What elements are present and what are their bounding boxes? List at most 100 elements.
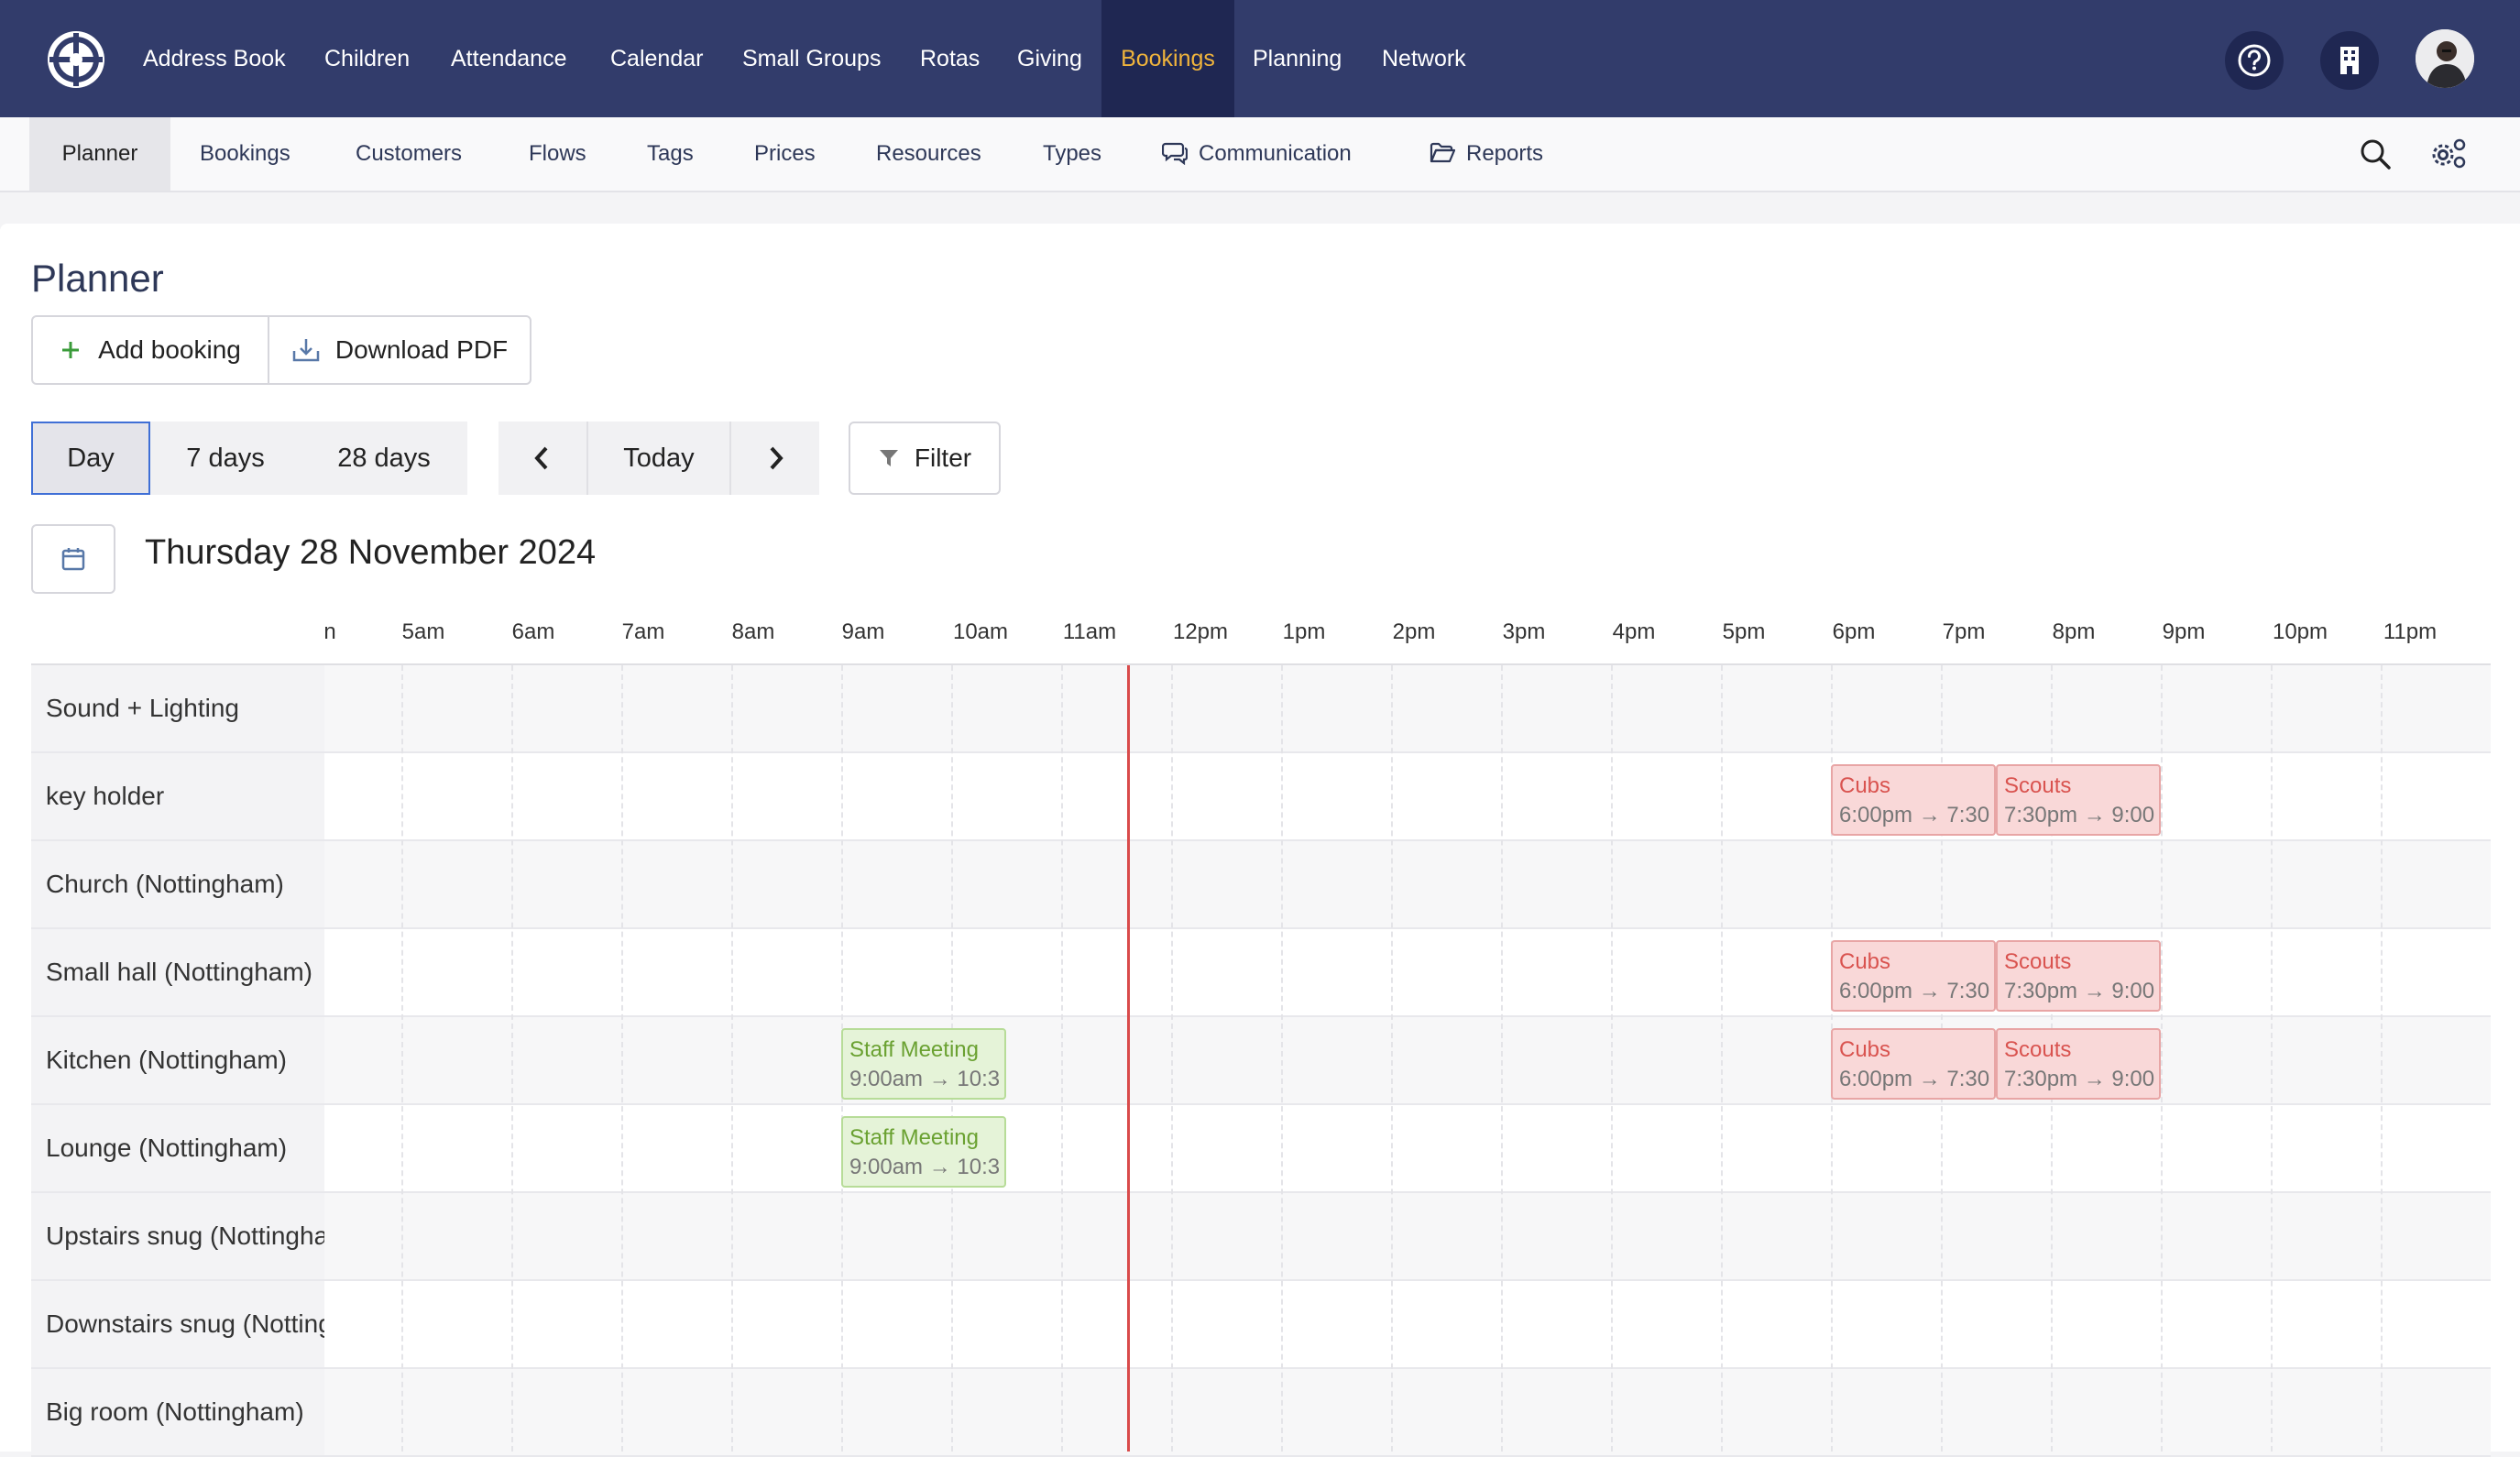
subnav-customers[interactable]: Customers — [356, 141, 463, 166]
booking-block[interactable]: Cubs 6:00pm → 7:30 — [1831, 764, 1996, 836]
booking-time: 6:00pm → 7:30 — [1839, 1067, 1990, 1091]
app-logo-icon[interactable] — [46, 29, 106, 90]
hour-gridline — [1061, 665, 1063, 1452]
hour-label: 2pm — [1392, 619, 1436, 644]
nav-giving[interactable]: Giving — [1017, 46, 1082, 71]
top-navbar: Address Book Children Attendance Calenda… — [0, 0, 2520, 117]
resource-name: Kitchen (Nottingham) — [31, 1017, 324, 1103]
booking-block[interactable]: Staff Meeting 9:00am → 10:3 — [841, 1028, 1006, 1100]
hour-label: 5pm — [1722, 619, 1766, 644]
calendar-icon — [61, 548, 85, 571]
hour-label: 11am — [1062, 619, 1117, 644]
resource-name: Church (Nottingham) — [31, 841, 324, 927]
resource-row[interactable]: Small hall (Nottingham) — [31, 929, 2491, 1017]
subnav-flows[interactable]: Flows — [529, 141, 586, 166]
add-booking-button[interactable]: Add booking — [31, 315, 269, 385]
subnav-tags[interactable]: Tags — [647, 141, 694, 166]
nav-rotas[interactable]: Rotas — [920, 46, 981, 71]
booking-name: Cubs — [1839, 949, 1891, 974]
subnav-communication[interactable]: Communication — [1161, 117, 1352, 191]
hour-label: 8pm — [2052, 619, 2096, 644]
booking-time: 6:00pm → 7:30 — [1839, 803, 1990, 827]
booking-block[interactable]: Staff Meeting 9:00am → 10:3 — [841, 1116, 1006, 1188]
date-picker-button[interactable] — [31, 524, 115, 594]
resource-row[interactable]: Lounge (Nottingham) — [31, 1105, 2491, 1193]
booking-name: Scouts — [2004, 773, 2072, 798]
booking-name: Staff Meeting — [849, 1037, 979, 1062]
hour-label: 3pm — [1502, 619, 1546, 644]
resource-name: Upstairs snug (Nottingham) — [31, 1193, 324, 1279]
current-time-indicator — [1127, 665, 1130, 1452]
subnav-bookings[interactable]: Bookings — [200, 141, 290, 166]
subnav-resources[interactable]: Resources — [876, 141, 981, 166]
booking-block[interactable]: Scouts 7:30pm → 9:00 — [1996, 764, 2161, 836]
building-icon[interactable] — [2320, 31, 2379, 90]
hour-gridline — [401, 665, 403, 1452]
resource-row[interactable]: Sound + Lighting — [31, 665, 2491, 753]
resource-row[interactable]: Church (Nottingham) — [31, 841, 2491, 929]
nav-children[interactable]: Children — [324, 46, 411, 71]
booking-time: 7:30pm → 9:00 — [2004, 979, 2155, 1003]
hour-label: 6pm — [1832, 619, 1876, 644]
resource-row[interactable]: Upstairs snug (Nottingham) — [31, 1193, 2491, 1281]
timeline-header: n 5am 6am 7am 8am 9am 10am 11am 12pm 1pm… — [31, 612, 2491, 666]
booking-name: Scouts — [2004, 1037, 2072, 1062]
hour-gridline — [2381, 665, 2383, 1452]
booking-name: Cubs — [1839, 1037, 1891, 1062]
hour-gridline — [511, 665, 513, 1452]
filter-button[interactable]: Filter — [849, 422, 1001, 495]
view-range-selector: Day 7 days 28 days — [31, 422, 467, 495]
hour-label: 4pm — [1612, 619, 1656, 644]
nav-address-book[interactable]: Address Book — [143, 46, 286, 71]
today-button[interactable]: Today — [586, 422, 731, 495]
hour-label: 11pm — [2383, 619, 2438, 644]
help-icon[interactable] — [2225, 31, 2284, 90]
booking-time: 7:30pm → 9:00 — [2004, 1067, 2155, 1091]
settings-gears-icon[interactable] — [2428, 134, 2469, 174]
nav-small-groups[interactable]: Small Groups — [742, 46, 882, 71]
add-booking-label: Add booking — [98, 335, 241, 364]
hour-label: 5am — [401, 619, 445, 644]
booking-name: Staff Meeting — [849, 1125, 979, 1150]
plus-icon — [62, 342, 80, 358]
booking-name: Cubs — [1839, 773, 1891, 798]
nav-planning[interactable]: Planning — [1253, 46, 1342, 71]
resource-row[interactable]: key holder — [31, 753, 2491, 841]
hour-label: 6am — [511, 619, 555, 644]
booking-block[interactable]: Cubs 6:00pm → 7:30 — [1831, 940, 1996, 1012]
nav-attendance[interactable]: Attendance — [451, 46, 567, 71]
resource-row[interactable]: Downstairs snug (Nottingham) — [31, 1281, 2491, 1369]
view-day-button[interactable]: Day — [31, 422, 150, 495]
resource-name: Small hall (Nottingham) — [31, 929, 324, 1015]
filter-label: Filter — [914, 444, 972, 472]
download-pdf-button[interactable]: Download PDF — [268, 315, 531, 385]
resource-name: key holder — [31, 753, 324, 839]
view-7-days-button[interactable]: 7 days — [186, 443, 265, 473]
booking-block[interactable]: Scouts 7:30pm → 9:00 — [1996, 940, 2161, 1012]
nav-network[interactable]: Network — [1382, 46, 1466, 71]
hour-label: 10pm — [2272, 619, 2328, 644]
user-avatar[interactable] — [2416, 29, 2474, 88]
page-title: Planner — [31, 257, 164, 300]
resource-name: Big room (Nottingham) — [31, 1369, 324, 1455]
date-navigation: Today — [499, 422, 819, 495]
subnav-types[interactable]: Types — [1043, 141, 1102, 166]
resource-name: Sound + Lighting — [31, 665, 324, 751]
subnav-prices[interactable]: Prices — [754, 141, 816, 166]
subnav-planner[interactable]: Planner — [29, 117, 170, 191]
booking-block[interactable]: Cubs 6:00pm → 7:30 — [1831, 1028, 1996, 1100]
next-day-button[interactable] — [733, 422, 819, 495]
hour-gridline — [1281, 665, 1283, 1452]
view-28-days-button[interactable]: 28 days — [337, 443, 431, 473]
booking-block[interactable]: Scouts 7:30pm → 9:00 — [1996, 1028, 2161, 1100]
resource-row[interactable]: Big room (Nottingham) — [31, 1369, 2491, 1457]
nav-calendar[interactable]: Calendar — [610, 46, 704, 71]
subnav-reports[interactable]: Reports — [1430, 117, 1543, 191]
nav-bookings[interactable]: Bookings — [1101, 0, 1234, 117]
reports-label: Reports — [1466, 141, 1544, 166]
previous-day-button[interactable] — [499, 422, 585, 495]
search-icon[interactable] — [2355, 134, 2395, 174]
hour-label: 9pm — [2162, 619, 2206, 644]
folder-icon — [1430, 142, 1456, 162]
hour-gridline — [1721, 665, 1723, 1452]
